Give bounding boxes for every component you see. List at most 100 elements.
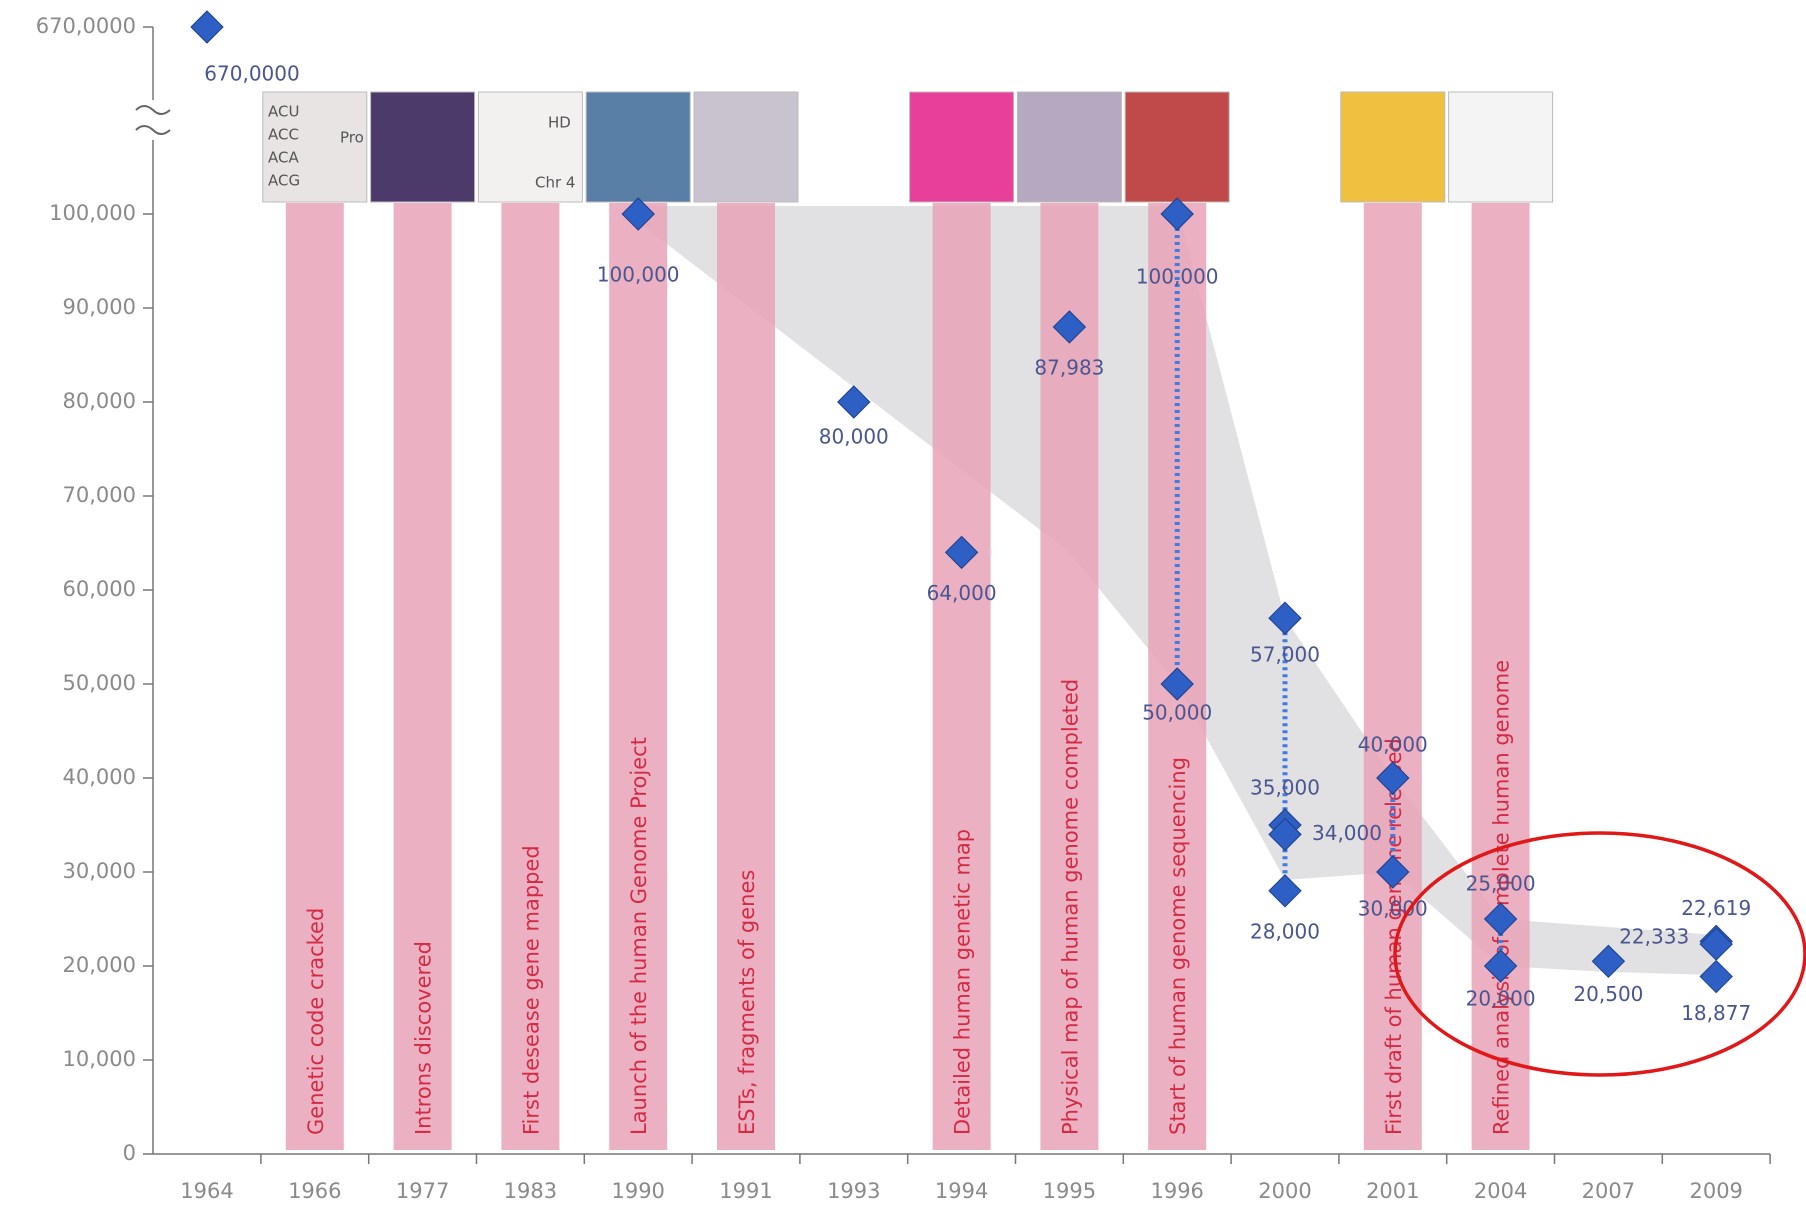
thumbnail-text: ACC — [268, 126, 299, 144]
value-label: 57,000 — [1250, 643, 1320, 667]
thumbnail — [1016, 91, 1122, 203]
thumbnail-text: HD — [548, 114, 571, 132]
thumbnail-text: ACA — [268, 149, 299, 167]
thumbnail — [693, 91, 799, 203]
event-label: First draft of human genome released — [1382, 738, 1406, 1135]
point — [1268, 817, 1302, 852]
point — [837, 385, 871, 419]
y-tick-label: 70,000 — [63, 483, 136, 507]
value-label: 20,500 — [1573, 982, 1643, 1006]
x-tick-label: 1964 — [180, 1179, 233, 1203]
plot: 670,0000 100,000 80,000 64,000 87,983 100,000… — [190, 10, 1751, 1025]
x-tick-label: 2004 — [1474, 1179, 1527, 1203]
thumbnail — [1340, 91, 1446, 203]
point — [1591, 944, 1626, 979]
x-tick-label: 2001 — [1366, 1179, 1419, 1203]
value-label: 22,333 — [1619, 925, 1689, 949]
point — [1160, 667, 1194, 701]
y-tick-label: 670,0000 — [36, 14, 136, 38]
y-tick-label: 20,000 — [63, 953, 136, 977]
value-label: 64,000 — [927, 581, 997, 605]
value-label: 40,000 — [1358, 733, 1428, 757]
value-label: 34,000 — [1312, 821, 1382, 845]
event-bar — [285, 203, 344, 1150]
point — [1052, 310, 1087, 344]
value-label: 100,000 — [1136, 265, 1219, 289]
x-tick-label: 1993 — [827, 1179, 880, 1203]
y-tick-label: 100,000 — [49, 201, 136, 225]
thumbnail — [585, 91, 691, 203]
x-tick-label: 2007 — [1582, 1179, 1635, 1203]
point — [1376, 855, 1410, 889]
highlight-ellipse — [1393, 831, 1806, 1077]
thumbnail-text: Pro — [340, 129, 364, 147]
value-label: 18,877 — [1681, 1001, 1751, 1025]
event-bar — [717, 203, 775, 1150]
thumbnail-text: Chr 4 — [535, 174, 575, 192]
event-label: ESTs, fragments of genes — [735, 870, 759, 1135]
x-tick-label: 2009 — [1689, 1179, 1742, 1203]
value-label: 80,000 — [819, 425, 889, 449]
event-bar — [1040, 203, 1099, 1150]
axis-break — [135, 105, 171, 135]
thumbnail — [1124, 91, 1230, 203]
x-tick-label: 1996 — [1150, 1179, 1203, 1203]
x-tick-label: 1977 — [396, 1179, 449, 1203]
thumbnail — [262, 91, 368, 203]
event-label: Introns discovered — [412, 941, 436, 1135]
value-label: 87,983 — [1034, 355, 1104, 379]
event-label: Launch of the human Genome Project — [627, 737, 651, 1135]
value-label: 100,000 — [597, 263, 680, 287]
point — [1483, 902, 1518, 936]
event-label: First desease gene mapped — [519, 845, 543, 1135]
thumbnail-text: ACU — [268, 103, 299, 121]
y-tick-label: 10,000 — [63, 1047, 136, 1071]
x-tick-label: 1966 — [288, 1179, 341, 1203]
thumbnail — [1448, 91, 1554, 203]
x-tick-label: 1983 — [504, 1179, 557, 1203]
x-tick-label: 1995 — [1043, 1179, 1096, 1203]
x-tick-label: 1990 — [611, 1179, 664, 1203]
value-label: 35,000 — [1250, 776, 1320, 800]
y-tick-label: 90,000 — [63, 295, 136, 319]
y-tick-label: 60,000 — [63, 577, 136, 601]
event-bar — [1471, 203, 1530, 1150]
event-bar — [609, 203, 668, 1150]
event-bar — [501, 203, 560, 1150]
event-bar — [393, 203, 452, 1150]
x-tick-label: 1994 — [935, 1179, 988, 1203]
value-label: 20,000 — [1466, 987, 1536, 1011]
value-label: 28,000 — [1250, 919, 1320, 943]
y-tick-label: 50,000 — [63, 671, 136, 695]
point — [1483, 949, 1518, 983]
event-label: Start of human genome sequencing — [1166, 757, 1190, 1135]
y-tick-label: 80,000 — [63, 389, 136, 413]
point — [621, 197, 655, 231]
thumbnail — [477, 91, 583, 203]
value-label: 25,000 — [1466, 872, 1536, 896]
thumbnails: ACU ACC ACA ACG Pro HD Chr 4 — [262, 91, 1554, 203]
y-tick-label: 30,000 — [63, 859, 136, 883]
x-tick-label: 1991 — [719, 1179, 772, 1203]
thumbnail — [370, 91, 476, 203]
event-bars: Genetic code cracked Introns discovered Fi… — [285, 203, 1530, 1150]
point — [1160, 197, 1194, 231]
value-label: 22,619 — [1681, 896, 1751, 920]
point — [1699, 959, 1733, 994]
y-tick-label: 0 — [123, 1141, 136, 1165]
event-label: Genetic code cracked — [304, 908, 328, 1135]
thumbnail — [909, 91, 1015, 203]
point — [1268, 874, 1302, 908]
thumbnail-text: ACG — [268, 172, 300, 190]
point — [944, 535, 979, 570]
point — [1376, 761, 1410, 795]
event-label: Physical map of human genome completed — [1058, 679, 1082, 1135]
event-label: Detailed human genetic map — [951, 829, 975, 1135]
point — [190, 10, 224, 44]
point — [1268, 601, 1302, 635]
event-bar — [932, 203, 991, 1150]
event-bar — [1363, 203, 1422, 1150]
y-tick-label: 40,000 — [63, 765, 136, 789]
